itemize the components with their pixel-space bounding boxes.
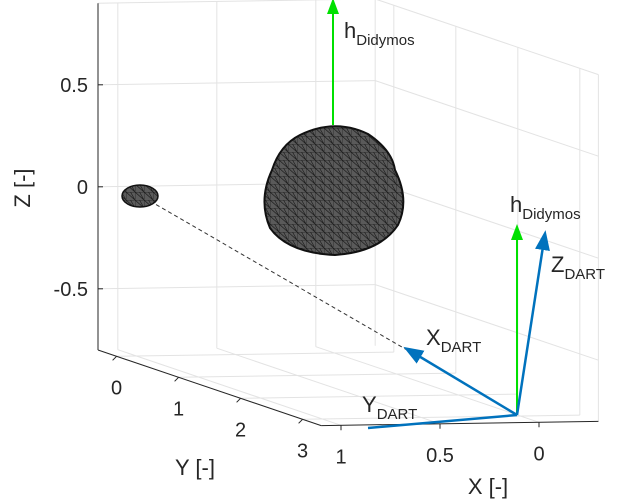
y-tick-label: 3 [297,440,308,462]
vector-label: ZDART [551,252,605,283]
vector-label-base: h [510,192,522,217]
y-axis-label: Y [-] [175,455,215,480]
grid-line [98,285,375,289]
grid-line [118,350,341,426]
x-dart-vector [412,352,517,415]
grid-line [316,347,539,423]
y-tick-label: 1 [173,398,184,420]
y-tick [175,377,179,381]
grid-line [375,285,598,361]
y-axis-line [98,350,321,426]
vector-label: XDART [426,325,481,356]
y-tick-label: 2 [235,419,246,441]
vector-label-sub: DART [377,406,418,423]
grid-line [375,81,598,157]
grid-line [179,373,456,377]
x-axis-line [321,421,598,425]
box-edge [98,0,375,3]
vector-label-base: Z [551,252,564,277]
y-tick [237,398,241,402]
z-tick-label: 0.5 [60,75,88,97]
z-tick-label: -0.5 [54,279,88,301]
grid-line [241,394,518,398]
x-tick-label: 0.5 [426,445,454,467]
grid-line [303,415,580,419]
vector-label: hDidymos [510,192,581,223]
y-tick [299,419,303,423]
z-dart-vector [517,240,544,415]
vector-label-sub: Didymos [356,32,414,49]
y-tick-label: 0 [111,377,122,399]
vector-label-sub: Didymos [522,206,580,223]
vector-label-sub: DART [564,266,605,283]
chart: 00.510123-0.500.5X [-]Y [-]Z [-]hDidymos… [0,0,621,503]
vector-label-sub: DART [441,339,482,356]
y-tick [113,356,117,360]
vector-label-base: X [426,325,441,350]
dimorphos [122,185,158,207]
x-axis-label: X [-] [468,474,508,499]
x-tick-label: 1 [335,446,346,468]
z-axis-label: Z [-] [10,168,35,207]
vector-label: hDidymos [344,18,415,49]
vector-label-base: h [344,18,356,43]
vector-label-base: Y [362,392,377,417]
x-tick-label: 0 [533,443,544,465]
grid-line [117,352,394,356]
didymos [264,126,403,255]
z-tick-label: 0 [77,177,88,199]
